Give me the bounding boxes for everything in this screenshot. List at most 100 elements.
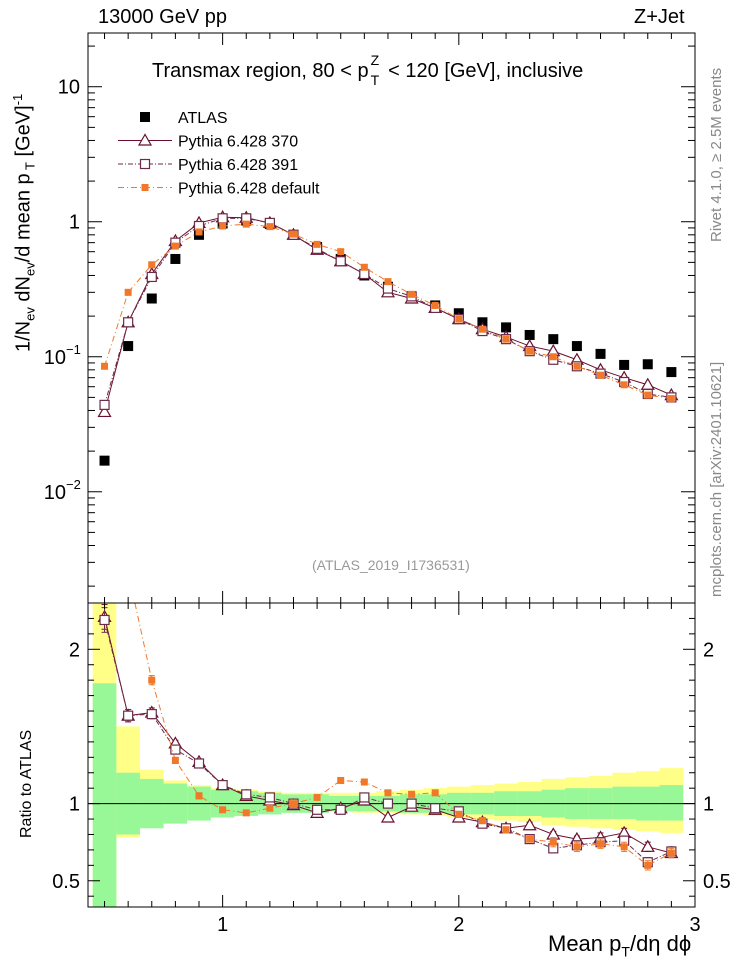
main-data-point [99,399,110,410]
main-y-tick-label: 1 [69,212,80,234]
main-data-point [549,353,557,361]
ratio-band-stat-bin [92,683,117,907]
ratio-point [337,776,345,784]
header-process-label: Z+Jet [634,6,685,28]
ratio-point [406,798,417,809]
ratio-point [99,614,110,626]
main-data-point [455,315,463,323]
main-series-clipped [97,210,679,466]
main-data-point [571,341,582,352]
ratio-point [264,792,275,803]
ratio-series-group [97,198,679,871]
plot-title: Transmax region, 80 < p Z T < 120 [GeV],… [152,52,583,88]
ratio-point [597,840,605,848]
ratio-point [266,804,274,812]
ratio-point [123,710,134,721]
main-data-point [337,248,345,256]
ratio-point [335,804,346,815]
ratio-point [549,838,557,846]
ratio-point [522,818,537,831]
main-series-group [97,210,679,466]
ratio-point [148,676,156,684]
ratio-point [573,843,581,851]
main-data-point [195,228,203,236]
main-data-point [382,283,394,294]
main-data-point [242,220,250,228]
ratio-y-tick-label: 1 [69,794,80,816]
main-y-tick-label-base: 10 [44,482,66,504]
main-data-point [170,253,181,264]
ratio-point [644,861,652,869]
main-data-point [148,261,156,269]
main-data-point [146,293,157,304]
ratio-y-axis-label: Ratio to ATLAS [18,729,35,838]
plot-title-main: Transmax region, 80 < p [152,60,369,82]
ratio-point [101,198,108,205]
legend-entry-label: ATLAS [178,110,228,127]
ratio-point [313,793,321,801]
legend: ATLAS Pythia 6.428 370 Pythia 6.428 391 Pyt… [118,110,320,198]
main-data-point [360,263,368,271]
ratio-point [431,789,439,797]
main-data-point [97,404,112,418]
ratio-point [380,810,395,823]
legend-marker [141,184,149,191]
plot-title-sub: T [370,72,380,88]
legend-marker [139,158,151,170]
ratio-point [125,569,132,576]
ratio-y-tick-label-right: 2 [703,639,714,661]
main-data-point [313,240,321,248]
ratio-point [384,789,392,797]
ratio-point [526,835,534,843]
main-data-point [266,223,274,231]
analysis-label: (ATLAS_2019_I1736531) [312,557,470,573]
main-y-tick-label-exp: −2 [66,477,81,492]
main-data-point [478,325,486,333]
main-data-point [124,288,132,296]
main-data-point [123,317,134,328]
main-data-point [99,455,110,466]
rivet-version-label: Rivet 4.1.0, ≥ 2.5M events [708,67,725,242]
legend-entry-label: Pythia 6.428 391 [178,157,298,174]
ratio-series-clipped [97,198,679,871]
main-data-point [146,271,157,283]
main-data-point [101,362,109,370]
ratio-point [360,778,368,786]
ratio-point [193,758,205,769]
legend-marker [137,133,153,146]
ratio-point [478,817,486,825]
main-y-tick-label-base: 10 [44,347,66,369]
ratio-band-stat-bin [612,786,636,820]
legend-entry-label: Pythia 6.428 370 [178,134,298,151]
main-y-tick-label-exp: −1 [66,342,81,357]
ratio-point [146,709,157,720]
ratio-point [640,839,655,852]
main-data-point [667,395,675,403]
main-data-point [359,268,370,280]
main-series-line [104,217,672,406]
main-data-point [408,290,416,298]
main-data-point [597,371,605,379]
ratio-point [620,843,628,851]
main-data-point [501,322,512,333]
main-data-point [548,334,559,345]
main-data-point [289,230,297,238]
ratio-point [219,806,227,814]
main-data-point [123,341,134,352]
ratio-uncertainty-bands [92,603,684,907]
main-data-point [524,329,535,340]
ratio-y-tick-label-right: 0.5 [703,871,731,893]
legend-marker [140,112,150,122]
main-data-point [502,335,510,343]
ratio-point [502,826,510,834]
mcplots-reference-label: mcplots.cern.ch [arXiv:2401.10621] [708,361,725,597]
main-series-line [104,223,672,400]
plot-title-sup: Z [370,52,380,68]
ratio-point [667,849,675,857]
main-y-axis-label: 1/Nev dNev/d mean p T [GeV]-1 [10,93,38,352]
ratio-point [195,792,203,800]
main-data-point [573,362,581,370]
ratio-y-tick-label: 2 [69,639,80,661]
x-tick-label: 1 [217,914,228,936]
ratio-y-tick-label: 0.5 [52,871,80,893]
